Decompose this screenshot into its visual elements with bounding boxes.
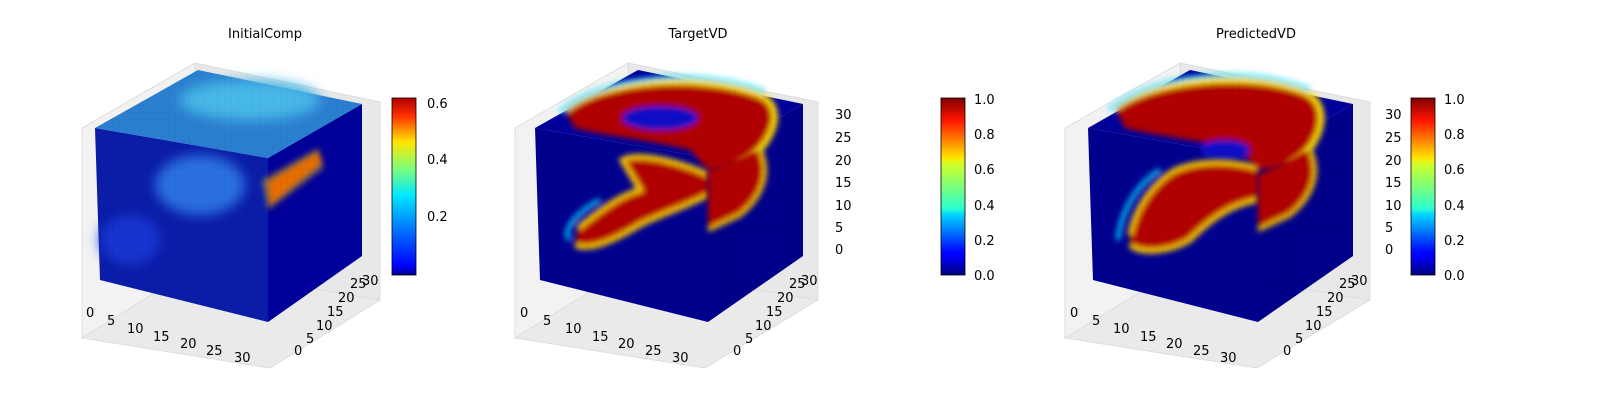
panel-title: PredictedVD — [1216, 27, 1296, 42]
x-tick: 20 — [180, 337, 197, 352]
panel-predictedvd: PredictedVD — [1063, 27, 1465, 369]
x-tick: 30 — [1220, 351, 1237, 366]
panel-targetvd: TargetVD — [513, 27, 995, 369]
z-tick: 15 — [835, 176, 852, 191]
x-tick: 10 — [1113, 322, 1130, 337]
z-axis-ticks: 0 5 10 15 20 25 30 — [1385, 108, 1402, 258]
z-tick: 5 — [1385, 221, 1393, 236]
z-tick: 25 — [835, 131, 852, 146]
voxel-cube — [535, 70, 803, 322]
z-tick: 5 — [835, 221, 843, 236]
colorbar-tick: 0.0 — [974, 269, 995, 284]
x-tick: 5 — [543, 314, 551, 329]
y-tick: 30 — [362, 274, 379, 289]
z-tick: 0 — [1385, 243, 1393, 258]
colorbar-tick: 0.8 — [974, 128, 995, 143]
z-tick: 20 — [835, 154, 852, 169]
x-tick: 25 — [1193, 344, 1210, 359]
x-tick: 0 — [86, 306, 94, 321]
x-tick: 25 — [206, 344, 223, 359]
colorbar-tick: 0.6 — [427, 97, 448, 112]
y-axis-ticks: 0 5 10 15 20 25 30 — [733, 274, 818, 359]
y-axis-ticks: 0 5 10 15 20 25 30 — [294, 274, 379, 359]
y-tick: 25 — [789, 277, 806, 292]
colorbar-tick: 1.0 — [974, 93, 995, 108]
x-tick: 30 — [234, 351, 251, 366]
y-tick: 15 — [766, 305, 783, 320]
colorbar: 0.0 0.2 0.4 0.6 0.8 1.0 — [940, 93, 995, 284]
colorbar: 0.2 0.4 0.6 — [391, 97, 448, 276]
y-tick: 15 — [1316, 305, 1333, 320]
colorbar-tick: 0.2 — [427, 210, 448, 225]
colorbar-tick: 0.0 — [1444, 269, 1465, 284]
colorbar-tick: 1.0 — [1444, 93, 1465, 108]
x-tick: 15 — [153, 330, 170, 345]
colorbar-gradient — [940, 97, 966, 276]
x-tick: 20 — [618, 337, 635, 352]
colorbar-gradient — [391, 97, 417, 276]
y-tick: 10 — [316, 319, 333, 334]
y-tick: 0 — [1283, 344, 1291, 359]
x-tick: 10 — [565, 322, 582, 337]
colorbar-gradient — [1410, 97, 1436, 276]
z-tick: 0 — [835, 243, 843, 258]
z-axis-ticks: 0 5 10 15 20 25 30 — [835, 108, 852, 258]
x-tick: 5 — [1092, 314, 1100, 329]
colorbar-tick: 0.8 — [1444, 128, 1465, 143]
y-tick: 0 — [294, 344, 302, 359]
z-tick: 30 — [835, 108, 852, 123]
z-tick: 10 — [1385, 199, 1402, 214]
colorbar-tick: 0.4 — [427, 153, 448, 168]
x-tick: 5 — [107, 314, 115, 329]
panel-initialcomp: InitialComp 0 5 10 15 — [80, 27, 448, 369]
y-tick: 30 — [801, 274, 818, 289]
x-axis-ticks: 0 5 10 15 20 25 30 — [1070, 306, 1237, 366]
panel-title: TargetVD — [667, 27, 727, 42]
voxel-cube — [1088, 70, 1353, 322]
panel-title: InitialComp — [228, 27, 302, 42]
x-tick: 15 — [592, 330, 609, 345]
colorbar-tick: 0.6 — [974, 163, 995, 178]
colorbar-tick: 0.4 — [1444, 199, 1465, 214]
z-tick: 10 — [835, 199, 852, 214]
x-tick: 15 — [1140, 330, 1157, 345]
x-tick: 25 — [645, 344, 662, 359]
colorbar-tick: 0.6 — [1444, 163, 1465, 178]
y-tick: 25 — [350, 277, 367, 292]
x-tick: 0 — [1070, 306, 1078, 321]
x-tick: 30 — [672, 351, 689, 366]
y-axis-ticks: 0 5 10 15 20 25 30 — [1283, 274, 1368, 359]
z-tick: 20 — [1385, 154, 1402, 169]
y-tick: 5 — [745, 332, 753, 347]
x-tick: 0 — [520, 306, 528, 321]
y-tick: 20 — [1327, 291, 1344, 306]
x-tick: 10 — [127, 322, 144, 337]
y-tick: 30 — [1351, 274, 1368, 289]
y-tick: 0 — [733, 344, 741, 359]
x-tick: 20 — [1166, 337, 1183, 352]
colorbar-tick: 0.2 — [1444, 234, 1465, 249]
y-tick: 5 — [1295, 332, 1303, 347]
colorbar: 0.0 0.2 0.4 0.6 0.8 1.0 — [1410, 93, 1465, 284]
z-tick: 30 — [1385, 108, 1402, 123]
z-tick: 25 — [1385, 131, 1402, 146]
voxel-cube — [95, 70, 362, 322]
y-tick: 20 — [777, 291, 794, 306]
y-tick: 25 — [1339, 277, 1356, 292]
y-tick: 15 — [327, 305, 344, 320]
y-tick: 5 — [306, 332, 314, 347]
y-tick: 20 — [338, 291, 355, 306]
y-tick: 10 — [755, 319, 772, 334]
z-tick: 15 — [1385, 176, 1402, 191]
x-axis-ticks: 0 5 10 15 20 25 30 — [86, 306, 251, 366]
x-axis-ticks: 0 5 10 15 20 25 30 — [520, 306, 689, 366]
colorbar-tick: 0.2 — [974, 234, 995, 249]
y-tick: 10 — [1305, 319, 1322, 334]
colorbar-tick: 0.4 — [974, 199, 995, 214]
